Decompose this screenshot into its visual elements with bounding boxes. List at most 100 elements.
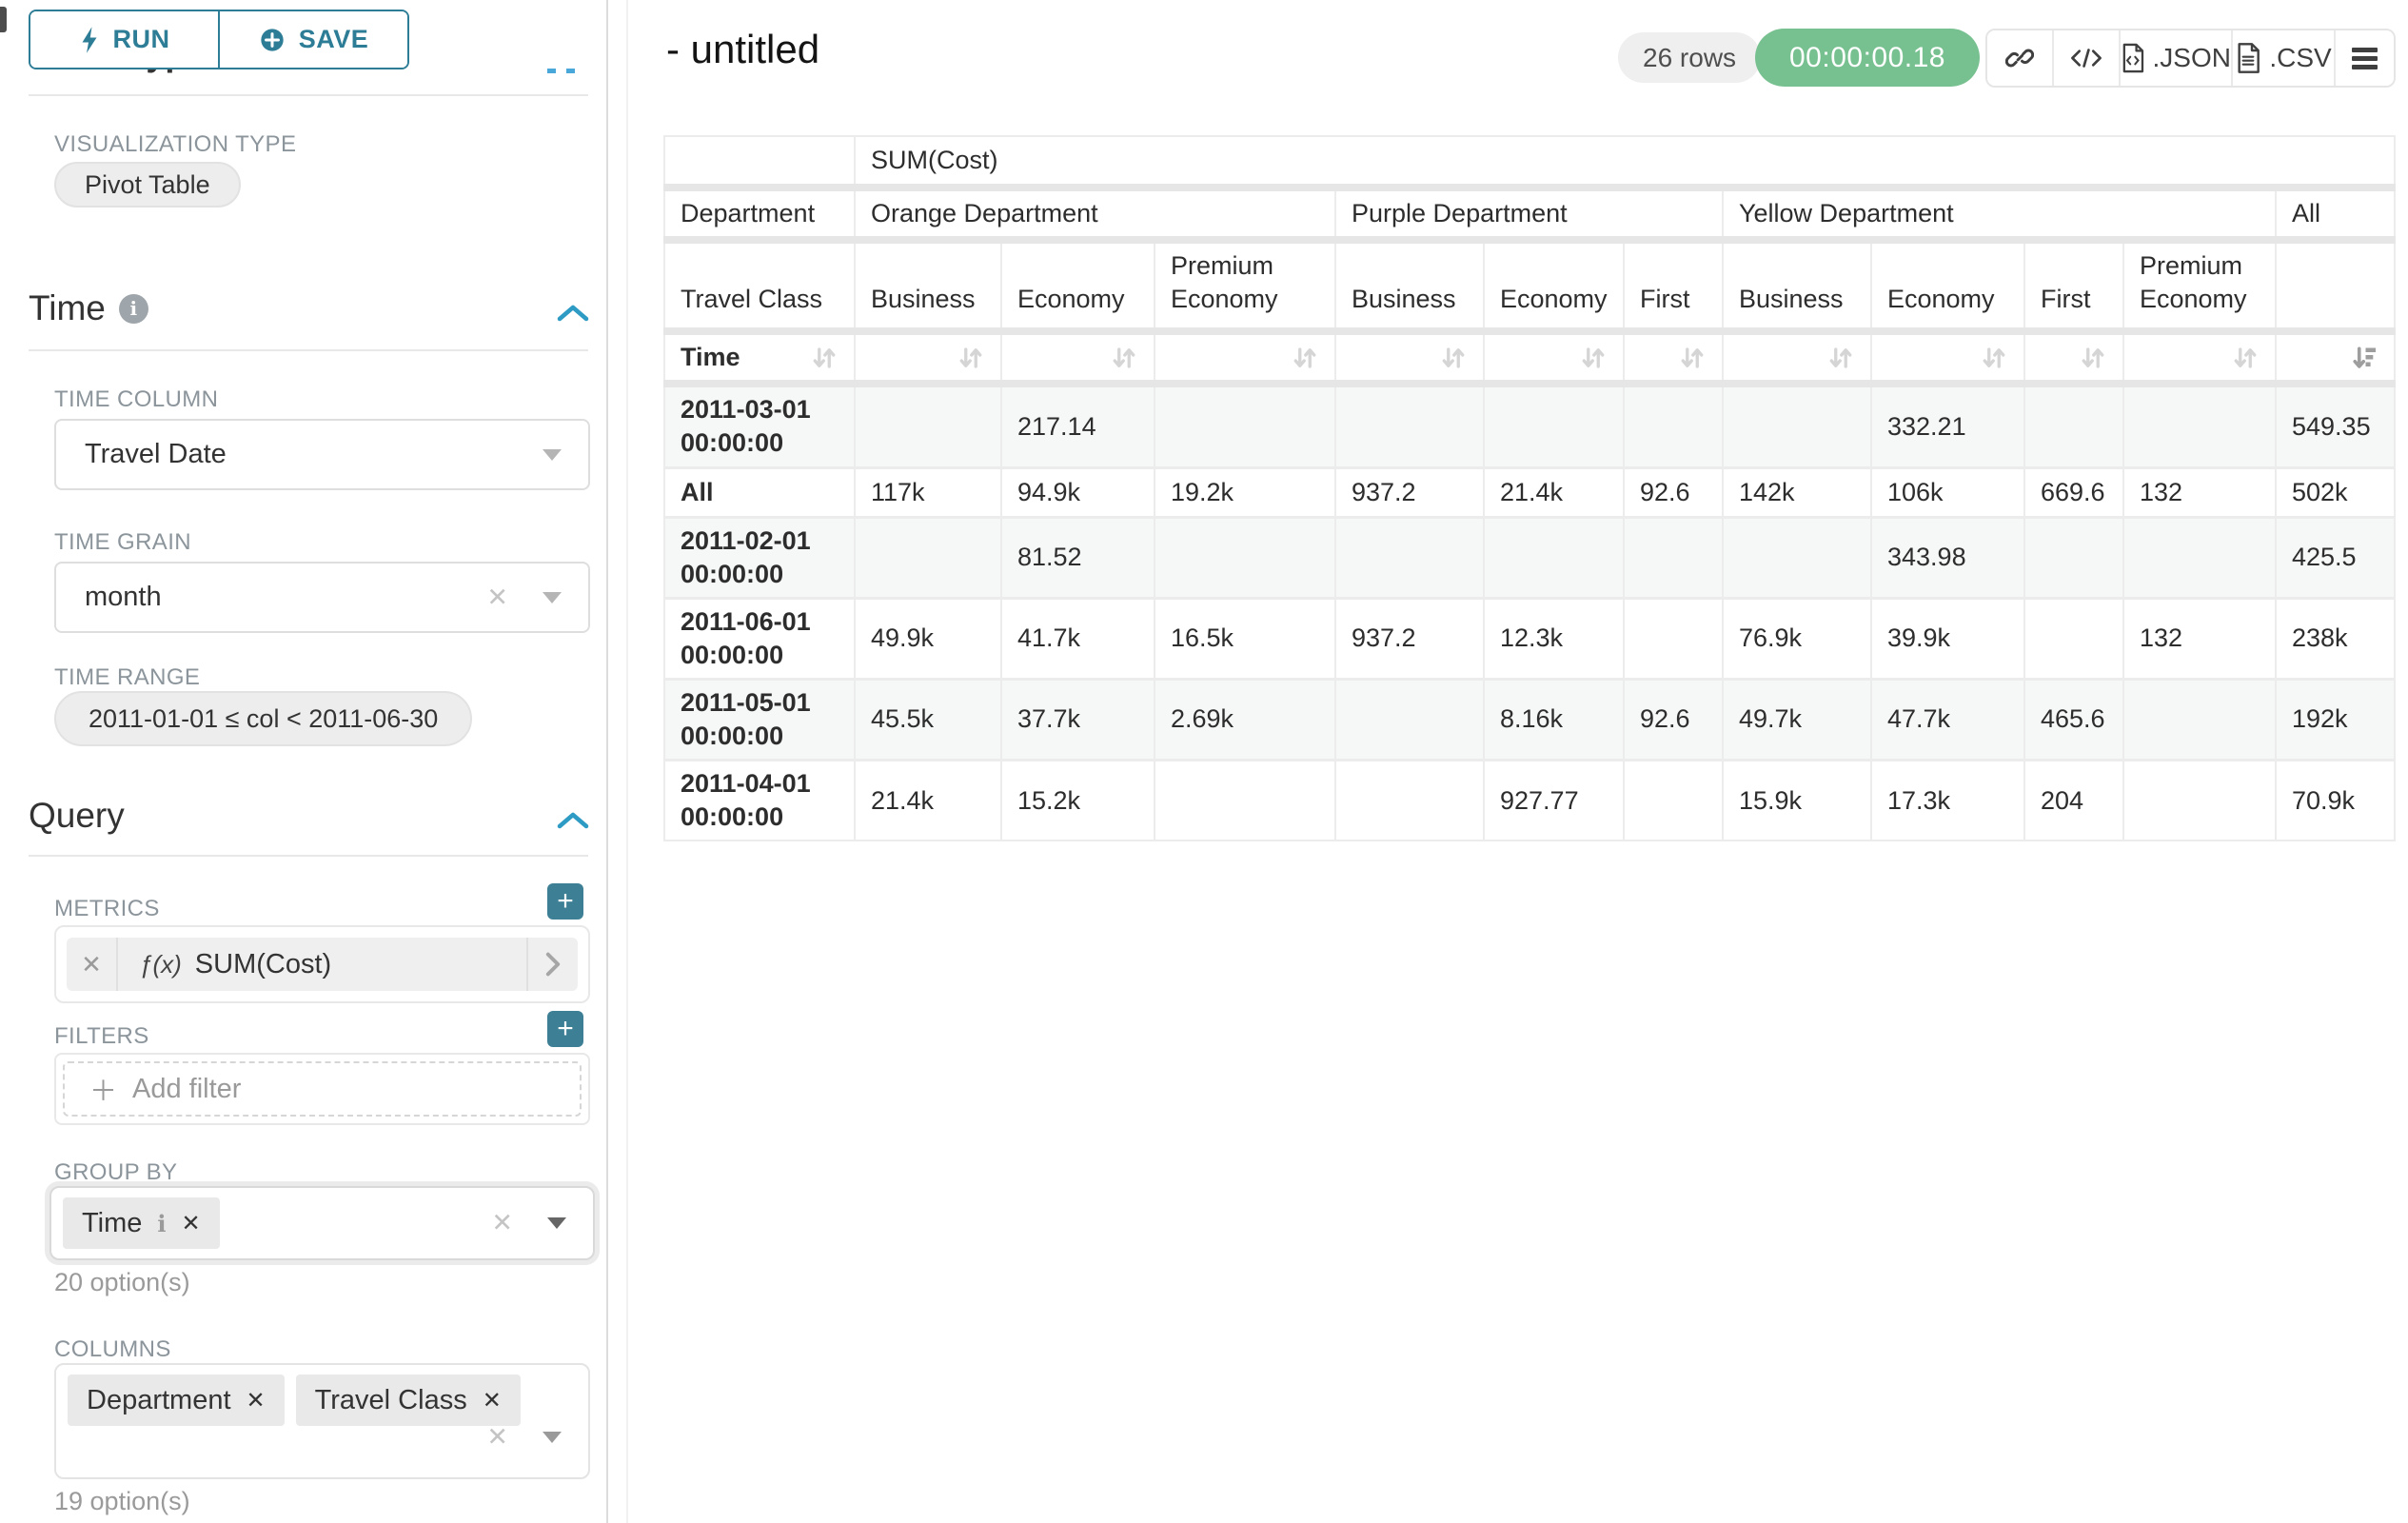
share-link-button[interactable] [1987, 30, 2054, 86]
value-cell: 47.7k [1871, 679, 2024, 760]
value-cell: 41.7k [1001, 598, 1155, 679]
travel-class-header [2276, 240, 2395, 331]
group-by-pill-time[interactable]: Time i ✕ [63, 1197, 220, 1249]
value-cell: 70.9k [2276, 761, 2395, 841]
control-panel: Chart Type RUN SAVE VISUALIZATION TYPE P… [0, 0, 628, 1523]
chevron-up-icon[interactable] [556, 303, 590, 324]
group-by-select[interactable]: Time i ✕ ✕ [49, 1186, 595, 1260]
group-by-label: GROUP BY [54, 1159, 177, 1186]
viz-type-pill[interactable]: Pivot Table [54, 162, 241, 208]
chevron-down-icon [543, 1432, 562, 1443]
sort-header-cell [2123, 331, 2276, 384]
column-pill-department[interactable]: Department ✕ [68, 1375, 285, 1426]
value-cell [1335, 517, 1484, 598]
sort-descending-icon[interactable] [2350, 344, 2378, 372]
query-section-heading[interactable]: Query [29, 796, 125, 836]
time-column-label: TIME COLUMN [54, 386, 218, 413]
row-header-time: 2011-02-01 00:00:00 [664, 517, 855, 598]
sort-icon[interactable] [2231, 344, 2260, 372]
value-cell [1723, 384, 1871, 467]
columns-select[interactable]: Department ✕ Travel Class ✕ ✕ [54, 1363, 590, 1479]
value-cell [1155, 517, 1335, 598]
run-button[interactable]: RUN [30, 11, 220, 68]
value-cell: 8.16k [1484, 679, 1624, 760]
clear-icon[interactable]: ✕ [486, 1423, 508, 1453]
export-json-button[interactable]: .JSON [2121, 30, 2233, 86]
value-cell: 937.2 [1335, 598, 1484, 679]
add-filter-plus-button[interactable]: + [547, 1011, 583, 1047]
value-cell [1335, 679, 1484, 760]
sort-icon[interactable] [810, 344, 839, 372]
sort-icon[interactable] [1439, 344, 1468, 372]
time-section-heading[interactable]: Time i [29, 288, 148, 328]
sort-icon[interactable] [1110, 344, 1138, 372]
decorative-dot [566, 69, 575, 73]
remove-metric-icon[interactable]: ✕ [67, 938, 118, 991]
value-cell [855, 384, 1001, 467]
menu-button[interactable] [2336, 30, 2394, 86]
chart-title[interactable]: - untitled [666, 27, 819, 72]
value-cell: 238k [2276, 598, 2395, 679]
add-metric-button[interactable]: + [547, 883, 583, 920]
pill-remove-icon[interactable]: ✕ [247, 1387, 266, 1414]
travel-class-corner-cell: Travel Class [664, 240, 855, 331]
value-cell: 17.3k [1871, 761, 2024, 841]
panel-resize-gutter[interactable] [606, 0, 608, 1523]
department-corner-cell: Department [664, 188, 855, 240]
sort-icon[interactable] [1826, 344, 1855, 372]
travel-class-header: Economy [1001, 240, 1155, 331]
metric-expand-icon[interactable] [526, 938, 578, 991]
travel-class-header: Economy [1484, 240, 1624, 331]
value-cell: 49.9k [855, 598, 1001, 679]
sort-icon[interactable] [957, 344, 985, 372]
sort-icon[interactable] [2079, 344, 2107, 372]
table-row: 2011-05-01 00:00:0045.5k37.7k2.69k8.16k9… [664, 679, 2395, 760]
sort-icon[interactable] [1678, 344, 1707, 372]
chart-toolbar: .JSON .CSV [1985, 29, 2396, 88]
lightning-icon [79, 26, 100, 54]
clear-icon[interactable]: ✕ [486, 583, 508, 612]
embed-code-button[interactable] [2054, 30, 2121, 86]
sort-header-cell [1723, 331, 1871, 384]
time-grain-label: TIME GRAIN [54, 529, 191, 556]
travel-class-header: First [2024, 240, 2123, 331]
save-button[interactable]: SAVE [220, 11, 407, 68]
row-header-time: 2011-06-01 00:00:00 [664, 598, 855, 679]
clear-icon[interactable]: ✕ [491, 1209, 513, 1238]
time-range-label: TIME RANGE [54, 664, 200, 691]
travel-class-header: Business [1723, 240, 1871, 331]
panel-divider [626, 0, 628, 1523]
time-column-select[interactable]: Travel Date [54, 419, 590, 490]
file-json-icon [2121, 43, 2145, 73]
time-grain-select[interactable]: month ✕ [54, 562, 590, 633]
value-cell: 12.3k [1484, 598, 1624, 679]
row-header-time: All [664, 467, 855, 517]
sort-icon[interactable] [1579, 344, 1608, 372]
divider [29, 349, 588, 351]
sort-header-cell [2024, 331, 2123, 384]
value-cell: 117k [855, 467, 1001, 517]
sort-header-cell [2276, 331, 2395, 384]
export-csv-button[interactable]: .CSV [2233, 30, 2336, 86]
columns-label: COLUMNS [54, 1336, 171, 1363]
add-filter-button[interactable]: ＋ Add filter [63, 1061, 582, 1117]
metric-pill[interactable]: ✕ ƒ(x) SUM(Cost) [67, 938, 578, 991]
pill-remove-icon[interactable]: ✕ [182, 1210, 201, 1237]
visualization-type-label: VISUALIZATION TYPE [54, 131, 296, 158]
value-cell: 502k [2276, 467, 2395, 517]
value-cell [2123, 384, 2276, 467]
travel-class-header: Premium Economy [1155, 240, 1335, 331]
value-cell: 37.7k [1001, 679, 1155, 760]
value-cell [1484, 384, 1624, 467]
column-pill-travel-class[interactable]: Travel Class ✕ [296, 1375, 521, 1426]
sort-icon[interactable] [1291, 344, 1319, 372]
travel-class-header: First [1624, 240, 1723, 331]
pill-remove-icon[interactable]: ✕ [483, 1387, 502, 1414]
divider [29, 855, 588, 857]
sort-header-cell [1871, 331, 2024, 384]
time-range-pill[interactable]: 2011-01-01 ≤ col < 2011-06-30 [54, 691, 472, 746]
sort-icon[interactable] [1980, 344, 2008, 372]
chevron-up-icon[interactable] [556, 810, 590, 831]
sort-header-cell [855, 331, 1001, 384]
table-row: 2011-06-01 00:00:0049.9k41.7k16.5k937.21… [664, 598, 2395, 679]
